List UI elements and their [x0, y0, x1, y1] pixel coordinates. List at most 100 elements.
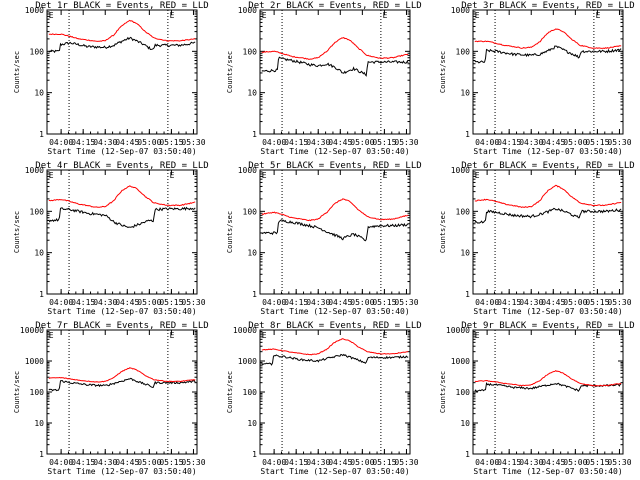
x-axis-label: Start Time (12-Sep-07 03:50:40) [47, 467, 196, 476]
x-tick-label: 04:15 [497, 458, 521, 467]
corner-mark: E [596, 171, 601, 180]
corner-mark: E [475, 11, 480, 20]
corner-mark: E [383, 11, 388, 20]
x-tick-label: 04:45 [115, 298, 139, 307]
x-tick-label: 04:45 [115, 138, 139, 147]
y-tick-label: 10 [247, 89, 257, 98]
panel-6: Det 6r BLACK = Events, RED = LLD 1 10 100 10… [439, 161, 635, 316]
x-tick-label: 05:15 [585, 458, 609, 467]
x-tick-label: 04:45 [541, 138, 565, 147]
panel-8: Det 8r BLACK = Events, RED = LLD 1 10 100 10… [226, 321, 422, 476]
y-tick-label: 1000 [451, 166, 470, 175]
y-tick-label: 100 [30, 388, 45, 397]
panel-title: Det 1r BLACK = Events, RED = LLD [35, 1, 208, 11]
plot-frame [259, 169, 411, 295]
x-axis-label: Start Time (12-Sep-07 03:50:40) [260, 467, 409, 476]
corner-mark: E [475, 331, 480, 340]
y-tick-label: 1 [39, 130, 44, 139]
corner-mark: E [262, 171, 267, 180]
series-lld-line [474, 369, 622, 387]
x-tick-label: 05:30 [181, 458, 205, 467]
panel-7: Det 7r BLACK = Events, RED = LLD 1 10 100 10… [13, 321, 209, 476]
y-tick-label: 10 [247, 419, 257, 428]
series-events-line [48, 377, 196, 392]
y-axis-label: Counts/sec [439, 211, 447, 253]
series-events-line [48, 36, 196, 54]
y-axis-label: Counts/sec [13, 211, 21, 253]
x-tick-label: 05:30 [394, 298, 418, 307]
y-tick-label: 1000 [238, 166, 257, 175]
series-lld-line [48, 185, 196, 208]
y-tick-label: 100 [456, 47, 471, 56]
x-tick-label: 04:00 [262, 138, 286, 147]
x-tick-label: 04:00 [49, 138, 73, 147]
x-tick-label: 05:30 [394, 458, 418, 467]
y-tick-label: 1 [252, 450, 257, 459]
x-axis-label: Start Time (12-Sep-07 03:50:40) [260, 307, 409, 316]
x-axis-label: Start Time (12-Sep-07 03:50:40) [473, 147, 622, 156]
y-axis-label: Counts/sec [439, 51, 447, 93]
x-tick-label: 05:15 [372, 138, 396, 147]
y-tick-label: 10 [34, 249, 44, 258]
corner-mark: E [262, 11, 267, 20]
y-tick-label: 1 [39, 290, 44, 299]
x-axis-label: Start Time (12-Sep-07 03:50:40) [473, 307, 622, 316]
x-tick-label: 05:30 [181, 298, 205, 307]
x-tick-label: 05:30 [607, 458, 631, 467]
panel-title: Det 5r BLACK = Events, RED = LLD [248, 161, 421, 171]
y-tick-label: 100 [456, 388, 471, 397]
x-tick-label: 04:45 [328, 298, 352, 307]
corner-mark: E [596, 331, 601, 340]
x-tick-label: 05:15 [585, 138, 609, 147]
series-events-line [474, 45, 622, 64]
x-tick-label: 05:15 [585, 298, 609, 307]
panel-title: Det 6r BLACK = Events, RED = LLD [461, 161, 634, 171]
x-tick-label: 05:00 [563, 298, 587, 307]
y-axis-label: Counts/sec [226, 371, 234, 413]
y-tick-label: 1000 [25, 166, 44, 175]
x-tick-label: 04:00 [49, 458, 73, 467]
panel-title: Det 2r BLACK = Events, RED = LLD [248, 1, 421, 11]
x-tick-label: 04:30 [306, 298, 330, 307]
corner-mark: E [170, 331, 175, 340]
series-lld-line [474, 28, 622, 49]
y-tick-label: 1 [252, 130, 257, 139]
y-axis-label: Counts/sec [13, 51, 21, 93]
series-lld-line [48, 19, 196, 42]
y-tick-label: 1000 [451, 6, 470, 15]
x-tick-label: 04:00 [262, 458, 286, 467]
plot-frame [472, 9, 624, 135]
x-tick-label: 04:15 [284, 458, 308, 467]
y-tick-label: 1 [465, 130, 470, 139]
x-tick-label: 04:15 [71, 138, 95, 147]
corner-mark: E [49, 331, 54, 340]
x-tick-label: 05:00 [563, 138, 587, 147]
plot-frame [46, 9, 198, 135]
x-tick-label: 04:30 [306, 458, 330, 467]
y-tick-label: 1000 [451, 357, 470, 366]
x-tick-label: 05:15 [372, 458, 396, 467]
x-axis-label: Start Time (12-Sep-07 03:50:40) [47, 307, 196, 316]
x-tick-label: 04:45 [541, 458, 565, 467]
y-axis-label: Counts/sec [226, 211, 234, 253]
y-tick-label: 1000 [25, 6, 44, 15]
series-events-line [261, 219, 409, 242]
y-tick-label: 10 [34, 89, 44, 98]
y-tick-label: 1000 [238, 357, 257, 366]
y-tick-label: 100 [456, 207, 471, 216]
series-events-line [48, 206, 196, 229]
y-tick-label: 1 [252, 290, 257, 299]
y-tick-label: 10 [460, 419, 470, 428]
x-tick-label: 04:00 [475, 298, 499, 307]
x-tick-label: 04:30 [93, 298, 117, 307]
x-tick-label: 04:00 [49, 298, 73, 307]
y-tick-label: 1000 [25, 357, 44, 366]
x-tick-label: 05:30 [607, 138, 631, 147]
panel-2: Det 2r BLACK = Events, RED = LLD 1 10 100 10… [226, 1, 422, 156]
y-tick-label: 100 [30, 47, 45, 56]
series-lld-line [261, 338, 409, 356]
y-tick-label: 100 [243, 47, 258, 56]
x-tick-label: 05:15 [159, 458, 183, 467]
y-axis-label: Counts/sec [13, 371, 21, 413]
x-tick-label: 04:00 [475, 138, 499, 147]
